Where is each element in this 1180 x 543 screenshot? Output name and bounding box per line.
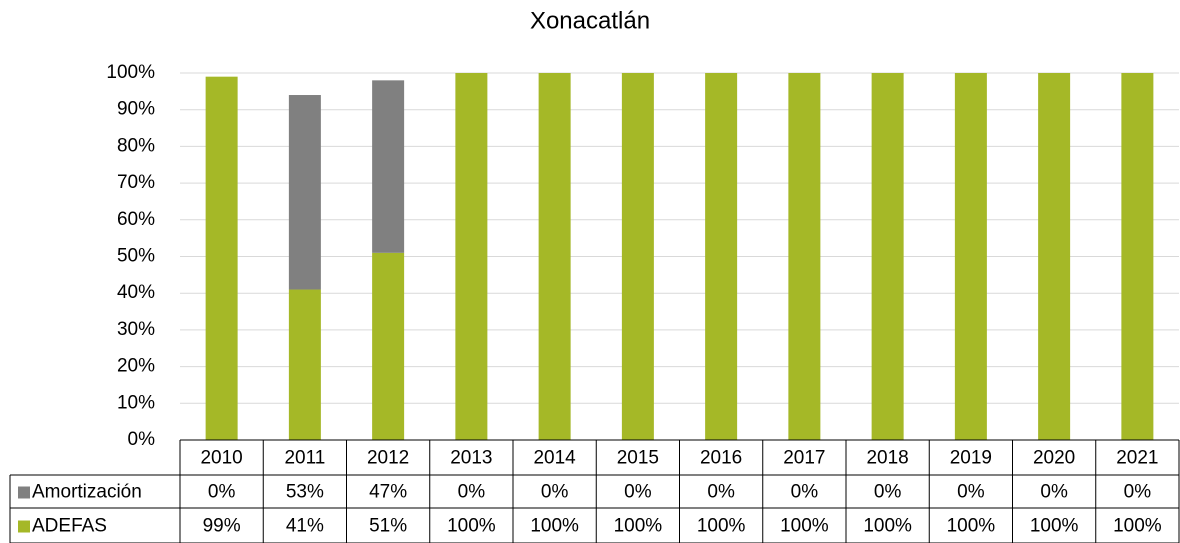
x-tick-label: 2018 [866,448,908,469]
bar-segment [871,73,904,440]
bar-segment [538,73,571,440]
data-label: 53% [286,482,324,503]
bar-segment [205,76,238,441]
y-tick-label: 0% [128,429,156,450]
data-label: 100% [697,516,746,537]
y-tick-label: 80% [117,135,155,156]
data-label: 100% [447,516,496,537]
data-label: 99% [203,516,241,537]
bar-segment [288,289,321,440]
bar-segment [705,73,738,440]
legend-label: ADEFAS [32,516,107,537]
bar-segment [288,95,321,290]
data-label: 0% [208,482,236,503]
x-tick-label: 2013 [450,448,492,469]
data-label: 100% [947,516,996,537]
chart-title: Xonacatlán [530,7,650,34]
data-label: 100% [863,516,912,537]
legend-key [18,486,30,499]
data-label: 0% [1040,482,1068,503]
bar-segment [1038,73,1071,440]
y-tick-label: 20% [117,356,155,377]
data-label: 0% [541,482,569,503]
x-tick-label: 2012 [367,448,409,469]
y-tick-label: 90% [117,99,155,120]
y-tick-label: 70% [117,172,155,193]
data-label: 51% [369,516,407,537]
x-tick-label: 2014 [533,448,576,469]
x-tick-label: 2021 [1116,448,1158,469]
bar-segment [372,80,405,253]
data-label: 100% [614,516,663,537]
x-tick-label: 2019 [950,448,992,469]
data-label: 100% [1030,516,1079,537]
x-tick-label: 2010 [200,448,242,469]
y-tick-label: 60% [117,209,155,230]
data-label: 100% [530,516,579,537]
bar-segment [1121,73,1154,440]
bar-segment [372,252,405,440]
bar-segment [455,73,488,440]
data-label: 0% [1124,482,1152,503]
legend-label: Amortización [32,482,142,503]
data-label: 47% [369,482,407,503]
data-label: 100% [780,516,829,537]
y-tick-label: 40% [117,282,155,303]
y-tick-label: 30% [117,319,155,340]
y-tick-label: 50% [117,246,155,267]
data-label: 0% [791,482,819,503]
x-tick-label: 2017 [783,448,825,469]
x-tick-label: 2011 [284,448,325,469]
data-label: 0% [707,482,735,503]
data-label: 0% [458,482,486,503]
data-label: 41% [286,516,324,537]
y-tick-label: 10% [117,392,155,413]
bar-segment [788,73,821,440]
legend-key [18,520,30,533]
x-tick-label: 2020 [1033,448,1075,469]
data-label: 100% [1113,516,1162,537]
data-label: 0% [957,482,985,503]
x-tick-label: 2015 [617,448,659,469]
data-label: 0% [624,482,652,503]
x-tick-label: 2016 [700,448,742,469]
bar-segment [621,73,654,440]
y-tick-label: 100% [106,62,155,83]
data-label: 0% [874,482,902,503]
bar-segment [954,73,987,440]
